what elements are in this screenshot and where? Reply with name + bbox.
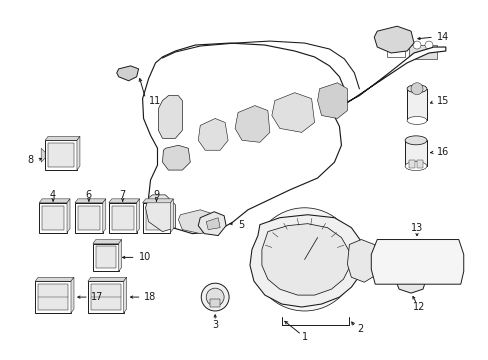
Polygon shape: [394, 264, 426, 293]
Polygon shape: [45, 136, 80, 140]
FancyBboxPatch shape: [379, 273, 454, 279]
FancyBboxPatch shape: [112, 206, 133, 230]
Text: 9: 9: [153, 190, 159, 200]
Polygon shape: [41, 148, 45, 162]
Circle shape: [422, 249, 438, 265]
Circle shape: [412, 41, 420, 49]
FancyBboxPatch shape: [78, 206, 100, 230]
Polygon shape: [145, 195, 175, 231]
Ellipse shape: [404, 162, 426, 171]
Polygon shape: [235, 105, 269, 142]
Text: 18: 18: [143, 292, 156, 302]
Polygon shape: [178, 210, 215, 234]
FancyBboxPatch shape: [388, 35, 392, 43]
Text: 5: 5: [238, 220, 244, 230]
Polygon shape: [71, 277, 74, 313]
Text: 12: 12: [412, 302, 425, 312]
Polygon shape: [75, 199, 105, 203]
Polygon shape: [198, 118, 227, 150]
FancyBboxPatch shape: [48, 143, 74, 167]
Circle shape: [410, 83, 422, 95]
Polygon shape: [35, 277, 74, 281]
Ellipse shape: [406, 117, 426, 125]
Text: 15: 15: [436, 96, 448, 105]
Text: 4: 4: [50, 190, 56, 200]
Polygon shape: [77, 136, 80, 170]
FancyBboxPatch shape: [145, 206, 167, 230]
Text: 17: 17: [91, 292, 103, 302]
Circle shape: [383, 249, 398, 265]
FancyBboxPatch shape: [39, 203, 67, 233]
Polygon shape: [170, 199, 173, 233]
FancyBboxPatch shape: [96, 247, 116, 268]
Polygon shape: [198, 212, 225, 235]
Polygon shape: [67, 199, 70, 233]
FancyBboxPatch shape: [446, 249, 456, 265]
Text: 1: 1: [301, 332, 307, 342]
Circle shape: [404, 273, 416, 285]
Text: 7: 7: [120, 190, 125, 200]
Text: 10: 10: [138, 252, 150, 262]
FancyBboxPatch shape: [416, 160, 422, 168]
Text: 16: 16: [436, 147, 448, 157]
Polygon shape: [136, 199, 139, 233]
Circle shape: [424, 41, 432, 49]
FancyBboxPatch shape: [404, 140, 426, 166]
FancyBboxPatch shape: [408, 45, 436, 59]
Circle shape: [157, 210, 167, 220]
Polygon shape: [271, 93, 314, 132]
Polygon shape: [108, 199, 139, 203]
FancyBboxPatch shape: [35, 281, 71, 313]
FancyBboxPatch shape: [408, 160, 414, 168]
Text: 3: 3: [212, 320, 218, 330]
Polygon shape: [346, 239, 381, 282]
Polygon shape: [162, 145, 190, 170]
Text: 13: 13: [410, 222, 422, 233]
FancyBboxPatch shape: [108, 203, 136, 233]
Text: 8: 8: [27, 155, 33, 165]
Polygon shape: [373, 26, 413, 53]
FancyBboxPatch shape: [93, 243, 119, 271]
Circle shape: [402, 249, 418, 265]
Polygon shape: [88, 277, 126, 281]
Circle shape: [299, 255, 309, 264]
FancyBboxPatch shape: [386, 47, 404, 57]
Circle shape: [261, 216, 347, 303]
Polygon shape: [123, 277, 126, 313]
FancyBboxPatch shape: [45, 140, 77, 170]
Polygon shape: [317, 83, 346, 118]
Circle shape: [201, 283, 228, 311]
Text: 11: 11: [148, 96, 161, 105]
FancyBboxPatch shape: [42, 206, 64, 230]
Polygon shape: [39, 199, 70, 203]
FancyBboxPatch shape: [142, 203, 170, 233]
Polygon shape: [158, 96, 182, 138]
FancyBboxPatch shape: [382, 35, 386, 43]
Polygon shape: [119, 239, 122, 271]
Polygon shape: [206, 218, 220, 230]
Polygon shape: [102, 199, 105, 233]
Polygon shape: [370, 239, 463, 284]
Ellipse shape: [404, 136, 426, 145]
FancyBboxPatch shape: [91, 284, 121, 310]
Polygon shape: [117, 66, 138, 81]
Circle shape: [252, 208, 356, 311]
FancyBboxPatch shape: [88, 281, 123, 313]
Text: 6: 6: [86, 190, 92, 200]
FancyBboxPatch shape: [38, 284, 68, 310]
Polygon shape: [93, 239, 122, 243]
FancyBboxPatch shape: [75, 203, 102, 233]
Polygon shape: [249, 215, 364, 307]
Polygon shape: [142, 199, 173, 203]
Text: 2: 2: [357, 324, 363, 334]
Ellipse shape: [406, 85, 426, 93]
Polygon shape: [142, 43, 445, 234]
FancyBboxPatch shape: [406, 89, 426, 121]
Polygon shape: [262, 224, 349, 295]
FancyBboxPatch shape: [210, 299, 220, 307]
FancyBboxPatch shape: [395, 35, 399, 43]
Text: 14: 14: [436, 32, 448, 42]
Circle shape: [206, 288, 224, 306]
FancyBboxPatch shape: [402, 35, 406, 43]
